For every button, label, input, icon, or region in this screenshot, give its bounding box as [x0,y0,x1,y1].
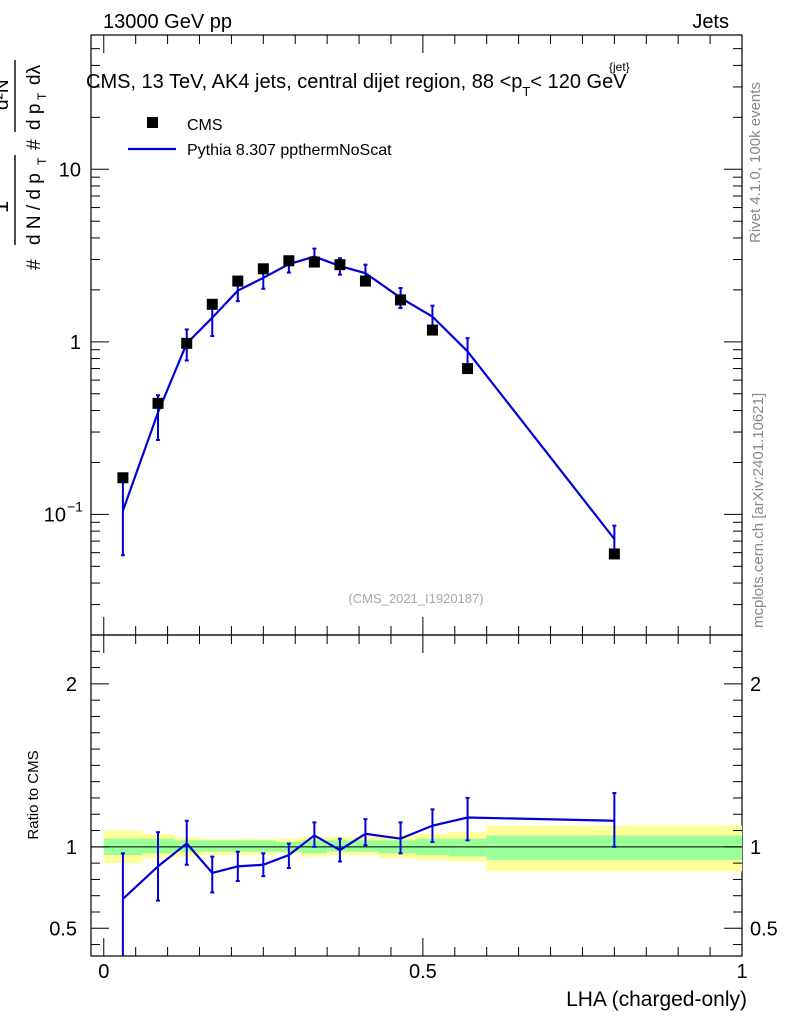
analysis-tag: (CMS_2021_I1920187) [348,591,483,606]
legend-cms-label: CMS [187,117,223,134]
ratio-inner-band [448,838,487,857]
ratio-y-axis: 0.5 0.5 1 1 2 2 [49,650,778,946]
main-y-axis-label: # d N / d p T 1 # d p T dλ d²N [0,60,49,270]
data-point [232,275,244,287]
svg-text:d N / d p: d N / d p [24,173,45,245]
x-tick-label: 1 [736,961,747,983]
legend: CMS Pythia 8.307 ppthermNoScat [128,117,392,159]
svg-text:T: T [35,157,49,165]
ratio-y-tick-label-left: 1 [66,837,77,859]
y-tick-label: 10 [59,159,81,181]
main-mc-line [121,255,616,540]
chart-title-superscript: {jet} [609,60,630,74]
y-tick-label: 1 [70,332,81,354]
svg-text:d²N: d²N [0,79,13,110]
data-point [359,275,371,287]
rivet-version-label: Rivet 4.1.0, 100k events [747,82,764,243]
data-point [117,472,129,484]
energy-label: 13000 GeV pp [103,11,232,33]
legend-cms-marker [147,117,158,128]
data-point [152,397,164,409]
main-mc-series [120,247,617,557]
svg-text:d p: d p [24,104,45,130]
data-point [462,363,474,375]
svg-text:dλ: dλ [24,64,45,85]
data-point [181,337,193,349]
y-tick-label: 10 [44,504,66,526]
ratio-mc-series [120,792,617,956]
data-point [426,324,438,336]
data-point [334,259,346,271]
legend-pythia-label: Pythia 8.307 ppthermNoScat [187,142,392,159]
ratio-inner-band [225,840,251,852]
ratio-inner-band [250,840,277,852]
svg-text:#: # [24,139,45,150]
ratio-uncertainty-bands [103,825,742,872]
ratio-inner-band [199,840,226,852]
x-tick-label: 0.5 [409,961,437,983]
ratio-y-axis-label: Ratio to CMS [25,750,42,839]
ratio-y-tick-label-left: 2 [66,674,77,696]
svg-text:1: 1 [0,201,13,213]
ratio-y-tick-label-right: 2 [750,674,761,696]
data-point [308,256,320,268]
ratio-y-tick-label-right: 0.5 [750,918,778,940]
data-point [206,298,218,310]
ratio-mc-line [122,816,615,900]
data-point [257,263,269,275]
svg-text:#: # [24,259,45,270]
ratio-plot-frame [90,634,743,957]
mcplots-source-label: mcplots.cern.ch [arXiv:2401.10621] [750,393,767,628]
x-axis-label: LHA (charged-only) [566,988,747,1011]
x-axis: 0 0.5 1 [98,35,748,983]
data-point [283,255,295,267]
data-point [608,548,620,560]
data-point [395,294,407,306]
svg-text:T: T [35,92,49,100]
category-label: Jets [692,11,729,33]
ratio-y-tick-label-right: 1 [750,837,761,859]
main-data-series [117,255,620,560]
x-tick-label: 0 [98,961,109,983]
chart-title: CMS, 13 TeV, AK4 jets, central dijet reg… [86,71,627,99]
y-tick-label-exponent: −1 [67,498,83,514]
ratio-y-tick-label-left: 0.5 [49,918,77,940]
